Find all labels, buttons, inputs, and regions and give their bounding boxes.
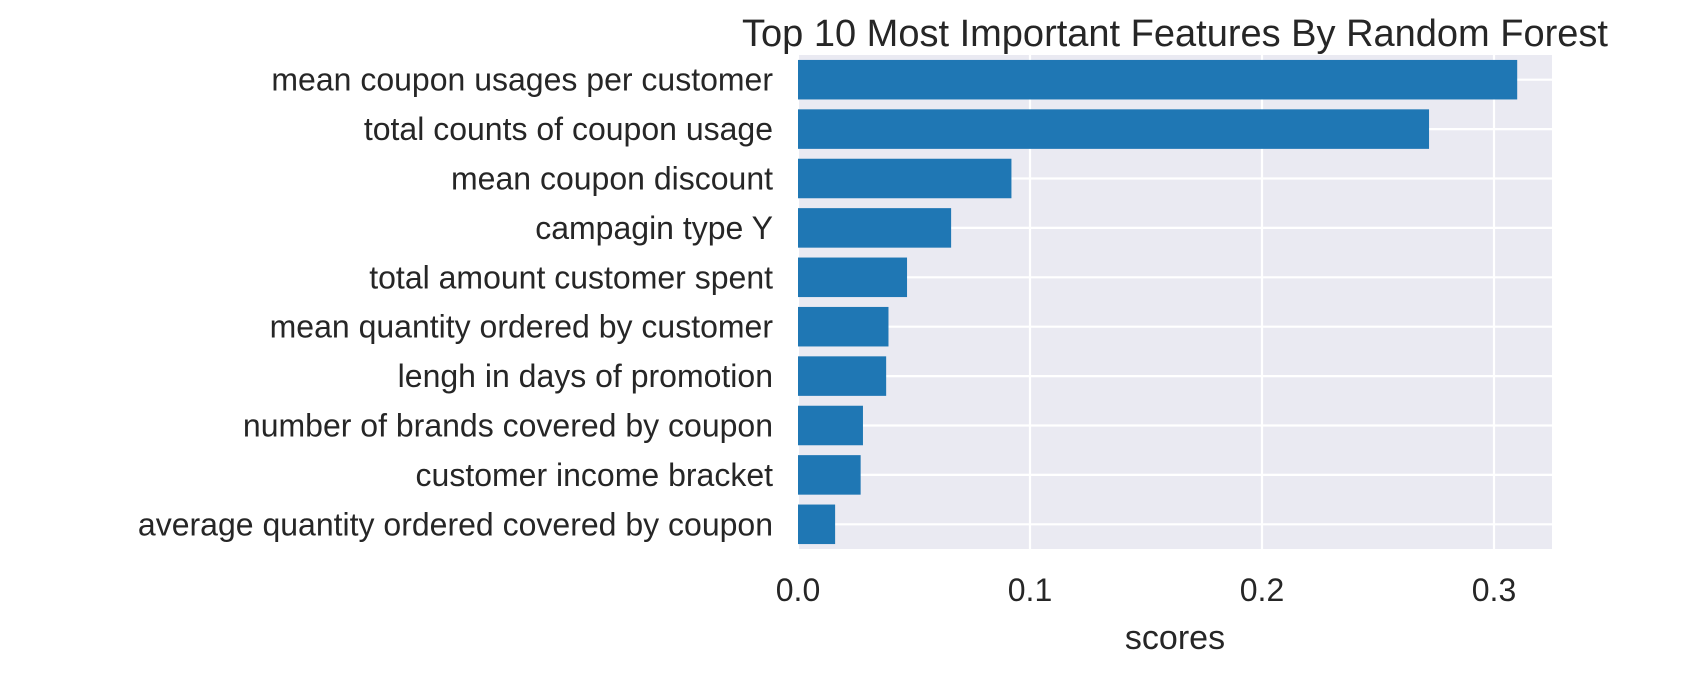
y-tick-label: customer income bracket bbox=[416, 457, 774, 493]
bar bbox=[798, 257, 908, 298]
x-tick-label: 0.2 bbox=[1240, 572, 1284, 608]
x-axis-label: scores bbox=[1125, 619, 1225, 657]
y-tick-label: lengh in days of promotion bbox=[398, 358, 773, 394]
y-tick-label: total amount customer spent bbox=[369, 259, 773, 295]
x-tick-label: 0.0 bbox=[776, 572, 820, 608]
bar bbox=[798, 504, 836, 545]
y-tick-label: campagin type Y bbox=[535, 210, 773, 246]
y-tick-label: mean coupon usages per customer bbox=[271, 62, 773, 98]
bar bbox=[798, 109, 1430, 149]
y-tick-label: total counts of coupon usage bbox=[364, 111, 773, 147]
y-tick-label: mean quantity ordered by customer bbox=[270, 309, 774, 345]
bar bbox=[798, 455, 861, 495]
bar bbox=[798, 158, 1012, 199]
x-tick-label: 0.3 bbox=[1472, 572, 1516, 608]
bar bbox=[798, 306, 889, 347]
x-tick-labels: 0.0 0.1 0.2 0.3 bbox=[776, 572, 1516, 608]
y-tick-label: average quantity ordered covered by coup… bbox=[138, 506, 773, 542]
y-tick-label: number of brands covered by coupon bbox=[243, 408, 773, 444]
x-tick-label: 0.1 bbox=[1008, 572, 1052, 608]
bar bbox=[798, 356, 887, 396]
y-tick-label: mean coupon discount bbox=[451, 161, 773, 197]
chart-title: Top 10 Most Important Features By Random… bbox=[742, 13, 1608, 55]
bar bbox=[798, 59, 1518, 100]
y-tick-labels: mean coupon usages per customer total cou… bbox=[138, 62, 773, 543]
bars bbox=[798, 59, 1518, 545]
bar bbox=[798, 405, 863, 446]
bar bbox=[798, 208, 952, 248]
